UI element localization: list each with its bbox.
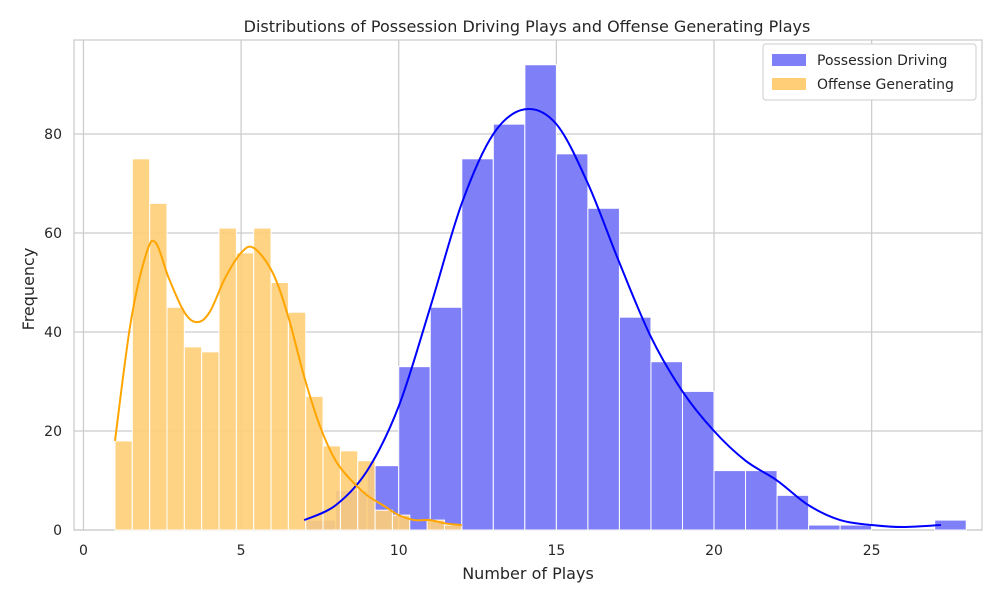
x-tick-label: 25	[863, 543, 881, 559]
histogram-bar	[524, 64, 557, 531]
legend-label-possession-driving: Possession Driving	[817, 53, 947, 69]
histogram-bar	[745, 470, 778, 531]
histogram-bar	[713, 470, 747, 531]
x-tick-label: 0	[79, 543, 88, 559]
histogram-bar	[305, 395, 324, 531]
legend: Possession Driving Offense Generating	[762, 43, 977, 101]
histogram-bar	[287, 311, 307, 531]
histogram-bar	[201, 351, 220, 531]
x-tick-label: 5	[237, 543, 246, 559]
kde-line-offense-generating	[113, 239, 462, 527]
kde-line-possession-driving	[303, 107, 942, 529]
y-tick-label: 20	[44, 424, 62, 440]
histogram-bar	[131, 158, 151, 531]
y-axis-label: Frequency	[19, 248, 38, 331]
legend-label-offense-generating: Offense Generating	[817, 77, 954, 93]
histogram-bar	[492, 123, 526, 531]
y-tick-label: 80	[44, 127, 62, 143]
histogram-bar	[555, 153, 589, 531]
histogram-bar	[322, 445, 341, 531]
chart-title: Distributions of Possession Driving Play…	[244, 17, 811, 36]
x-tick-labels: 0 5 10 15 20 25	[79, 543, 881, 559]
histogram-bar	[839, 524, 873, 531]
histogram-bars	[114, 64, 967, 531]
y-tick-label: 60	[44, 226, 62, 242]
histogram-bar	[253, 227, 272, 531]
x-axis-label: Number of Plays	[462, 564, 594, 583]
legend-swatch-possession-driving	[772, 54, 806, 66]
histogram-bar	[270, 282, 289, 531]
y-tick-label: 0	[53, 523, 62, 539]
histogram-bar	[429, 306, 463, 531]
histogram-bar	[374, 509, 393, 531]
x-tick-label: 15	[547, 543, 565, 559]
x-tick-label: 10	[390, 543, 408, 559]
histogram-bar	[149, 202, 168, 531]
histogram-bar	[114, 440, 133, 531]
x-tick-label: 20	[705, 543, 723, 559]
kde-curves	[113, 107, 942, 529]
y-tick-labels: 0 20 40 60 80	[44, 127, 62, 539]
histogram-bar	[339, 450, 359, 531]
histogram-bar	[166, 306, 185, 531]
histogram-bar	[776, 494, 810, 531]
legend-box	[762, 43, 977, 101]
histogram-bar	[681, 390, 715, 531]
legend-swatch-offense-generating	[772, 78, 806, 90]
bars-offense-generating	[114, 158, 463, 531]
histogram-bar	[183, 346, 203, 531]
histogram-bar	[618, 316, 652, 531]
histogram-bar	[808, 524, 841, 531]
histogram-bar	[235, 252, 255, 531]
histogram-bar	[650, 361, 683, 531]
y-tick-label: 40	[44, 325, 62, 341]
plot-area: 0 5 10 15 20 25 0 20 40 60 80	[44, 39, 983, 559]
histogram-bar	[587, 207, 620, 531]
bars-possession-driving	[303, 64, 967, 531]
histogram-bar	[461, 158, 494, 531]
